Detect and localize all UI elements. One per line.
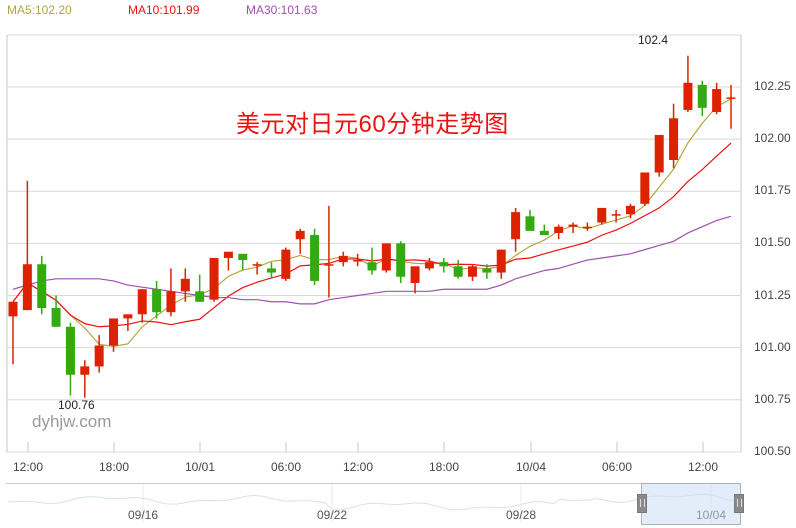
x-tick-label: 10/04: [515, 460, 547, 474]
x-tick-label: 18:00: [98, 460, 130, 474]
navigator-window[interactable]: [641, 483, 741, 525]
y-tick-label: 100.75: [754, 391, 791, 406]
watermark: dyhjw.com: [32, 412, 112, 431]
navigator-right-handle[interactable]: [734, 494, 744, 513]
max-annotation: 102.4: [638, 33, 669, 47]
y-tick-label: 101.00: [754, 339, 791, 354]
navigator-date-label: 09/22: [316, 508, 348, 522]
navigator-date-label: 09/16: [127, 508, 159, 522]
x-tick-label: 12:00: [687, 460, 719, 474]
x-tick-label: 12:00: [12, 460, 44, 474]
y-tick-label: 101.25: [754, 287, 791, 302]
x-tick-label: 18:00: [428, 460, 460, 474]
x-tick-label: 06:00: [270, 460, 302, 474]
x-tick-label: 10/01: [184, 460, 216, 474]
navigator[interactable]: [6, 483, 740, 526]
y-tick-label: 102.00: [754, 131, 791, 146]
legend-ma5: MA5:102.20: [7, 3, 72, 17]
y-tick-label: 101.75: [754, 183, 791, 198]
navigator-date-label: 09/28: [505, 508, 537, 522]
y-tick-label: 100.50: [754, 443, 791, 458]
x-tick-label: 06:00: [601, 460, 633, 474]
legend-ma10: MA10:101.99: [128, 3, 200, 17]
grid-lines: [6, 34, 742, 453]
y-tick-label: 102.25: [754, 79, 791, 93]
legend-ma30: MA30:101.63: [246, 3, 318, 17]
y-tick-label: 101.50: [754, 235, 791, 250]
candles: [8, 55, 736, 398]
chart-title: 美元对日元60分钟走势图: [236, 111, 509, 138]
x-tick-label: 12:00: [342, 460, 374, 474]
navigator-left-handle[interactable]: [637, 494, 647, 513]
min-annotation: 100.76: [58, 398, 95, 412]
